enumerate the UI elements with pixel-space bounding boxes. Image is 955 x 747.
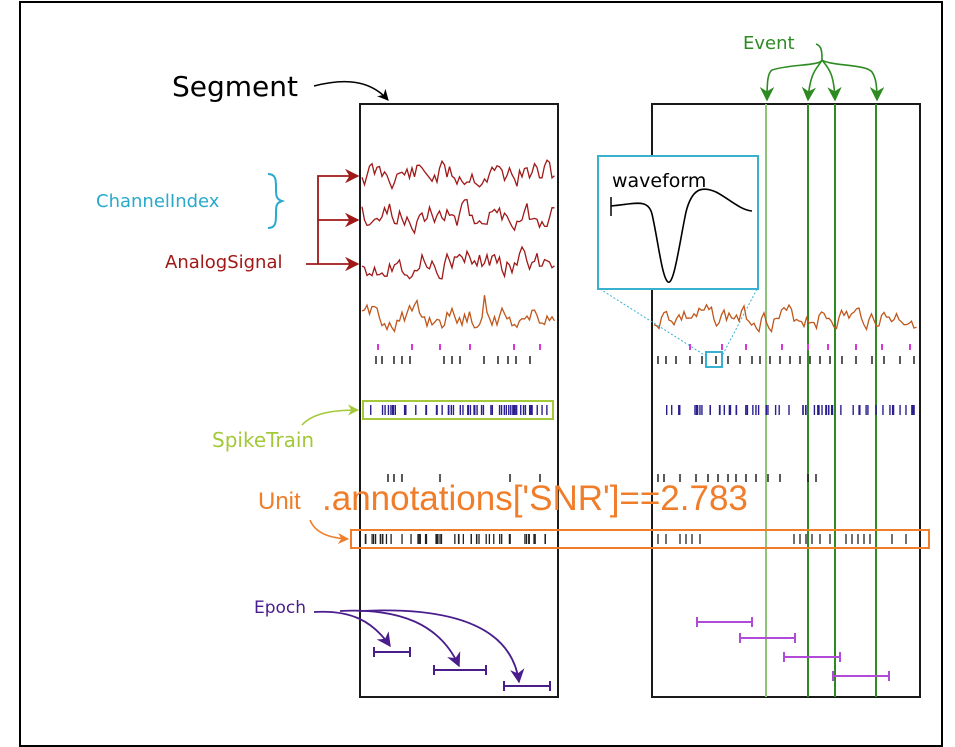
epoch-label: Epoch	[254, 598, 306, 618]
event-arrows	[759, 43, 885, 102]
analog-trace-left-3	[361, 245, 555, 280]
waveform-inset: waveform	[597, 155, 759, 368]
epoch-bars-right	[696, 617, 890, 681]
unit-box	[350, 529, 930, 549]
unit-arrow	[309, 519, 350, 545]
segment-arrow	[313, 80, 389, 101]
unit-label: Unit	[258, 488, 301, 515]
analog-trace-left-1	[361, 159, 555, 191]
outer-frame	[19, 1, 943, 747]
waveform-source-marker	[705, 351, 723, 368]
lfp-trace-right	[653, 303, 917, 334]
analog-trace-left-2	[361, 198, 555, 235]
analog-signal-label: AnalogSignal	[165, 252, 282, 273]
epoch-bars-left	[373, 647, 551, 691]
unit-annotation: .annotations['SNR']==2.783	[322, 479, 748, 518]
segment-label: Segment	[172, 70, 298, 103]
epoch-arrows	[313, 609, 525, 684]
spike-train-label: SpikeTrain	[212, 428, 314, 452]
analog-signal-arrows	[306, 168, 360, 272]
waveform-label: waveform	[612, 170, 706, 192]
segment-box-left	[359, 103, 559, 698]
channel-index-label: ChannelIndex	[96, 191, 220, 212]
waveform-curve	[610, 188, 753, 283]
spike-train-arrow	[301, 404, 360, 426]
spike-rasters	[364, 344, 915, 544]
event-label: Event	[743, 33, 795, 54]
spike-train-box	[362, 400, 554, 420]
lfp-trace-left	[361, 295, 556, 333]
segment-box-right	[651, 103, 921, 698]
curly-brace-icon	[267, 173, 286, 229]
